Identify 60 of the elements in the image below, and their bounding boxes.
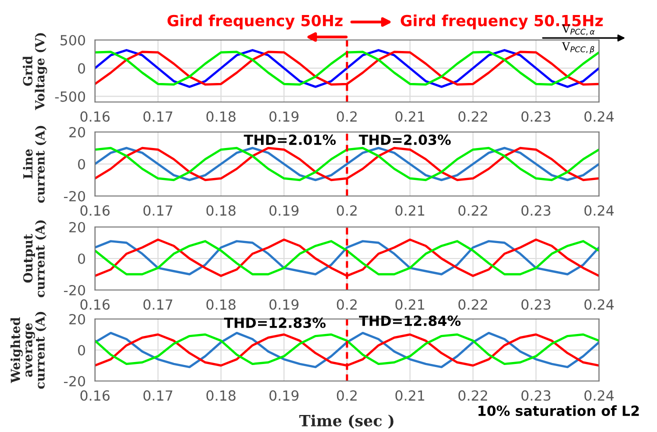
y-tick-label: 0	[78, 158, 86, 170]
y-tick-label: 500	[60, 34, 86, 46]
x-tick-label: 0.22	[458, 111, 488, 122]
x-tick-label: 0.18	[206, 390, 236, 401]
x-tick-label: 0.18	[206, 111, 236, 122]
x-tick-label: 0.24	[584, 205, 614, 216]
x-tick-label: 0.22	[458, 390, 488, 401]
y-tick-label: 0	[78, 344, 86, 356]
x-tick-label: 0.23	[521, 205, 550, 216]
x-tick-label: 0.21	[395, 205, 424, 216]
x-tick-label: 0.21	[395, 299, 424, 310]
x-tick-label: 0.17	[143, 390, 172, 401]
y-axis-title: Weighted average current (A)	[10, 312, 46, 389]
x-axis-title: Time (sec )	[299, 414, 394, 429]
x-tick-label: 0.19	[269, 390, 298, 401]
x-tick-label: 0.19	[269, 205, 298, 216]
annotation: THD=2.01%	[244, 134, 336, 146]
y-tick-label: 20	[69, 222, 86, 232]
x-tick-label: 0.19	[269, 299, 298, 310]
x-tick-label: 0.21	[395, 390, 424, 401]
text: 10% saturation of L2	[478, 405, 639, 416]
x-tick-label: 0.22	[458, 299, 488, 310]
x-tick-label: 0.19	[269, 111, 298, 122]
x-tick-label: 0.17	[143, 299, 172, 310]
x-tick-label: 0.23	[521, 390, 550, 401]
y-tick-label: -20	[64, 190, 86, 202]
x-tick-label: 0.2	[336, 390, 357, 401]
x-tick-label: 0.23	[521, 111, 550, 122]
x-tick-label: 0.24	[584, 111, 614, 122]
annotation: THD=12.84%	[359, 316, 461, 326]
annotation: THD=12.83%	[224, 318, 326, 328]
x-tick-label: 0.16	[80, 205, 110, 216]
y-tick-label: 0	[78, 253, 86, 264]
y-tick-label: -500	[55, 91, 86, 102]
x-tick-label: 0.18	[206, 205, 236, 216]
x-tick-label: 0.21	[395, 111, 424, 122]
y-tick-label: 0	[78, 63, 86, 74]
x-tick-label: 0.22	[458, 205, 488, 216]
annotation: V$_{PCC,β}$	[562, 42, 594, 54]
x-tick-label: 0.24	[584, 299, 614, 310]
annotation: THD=2.03%	[358, 134, 451, 146]
x-tick-label: 0.17	[143, 205, 172, 216]
x-tick-label: 0.17	[143, 111, 172, 122]
x-tick-label: 0.23	[521, 299, 550, 310]
x-tick-label: 0.2	[336, 111, 357, 122]
x-tick-label: 0.16	[80, 390, 110, 401]
y-axis-title: Output current (A)	[23, 220, 46, 298]
x-tick-label: 0.16	[80, 299, 110, 310]
y-tick-label: 20	[69, 314, 86, 324]
y-tick-label: -20	[64, 376, 86, 386]
y-tick-label: 20	[69, 126, 86, 138]
x-tick-label: 0.16	[80, 111, 110, 122]
text: Gird frequency 50Hz	[168, 14, 342, 30]
x-tick-label: 0.2	[336, 205, 357, 216]
y-axis-title: Line current (A)	[22, 126, 46, 203]
x-tick-label: 0.18	[206, 299, 236, 310]
x-tick-label: 0.2	[336, 299, 357, 310]
x-tick-label: 0.24	[584, 390, 614, 401]
y-axis-title: Grid Voltage (V)	[22, 33, 48, 110]
y-tick-label: -20	[64, 284, 86, 296]
